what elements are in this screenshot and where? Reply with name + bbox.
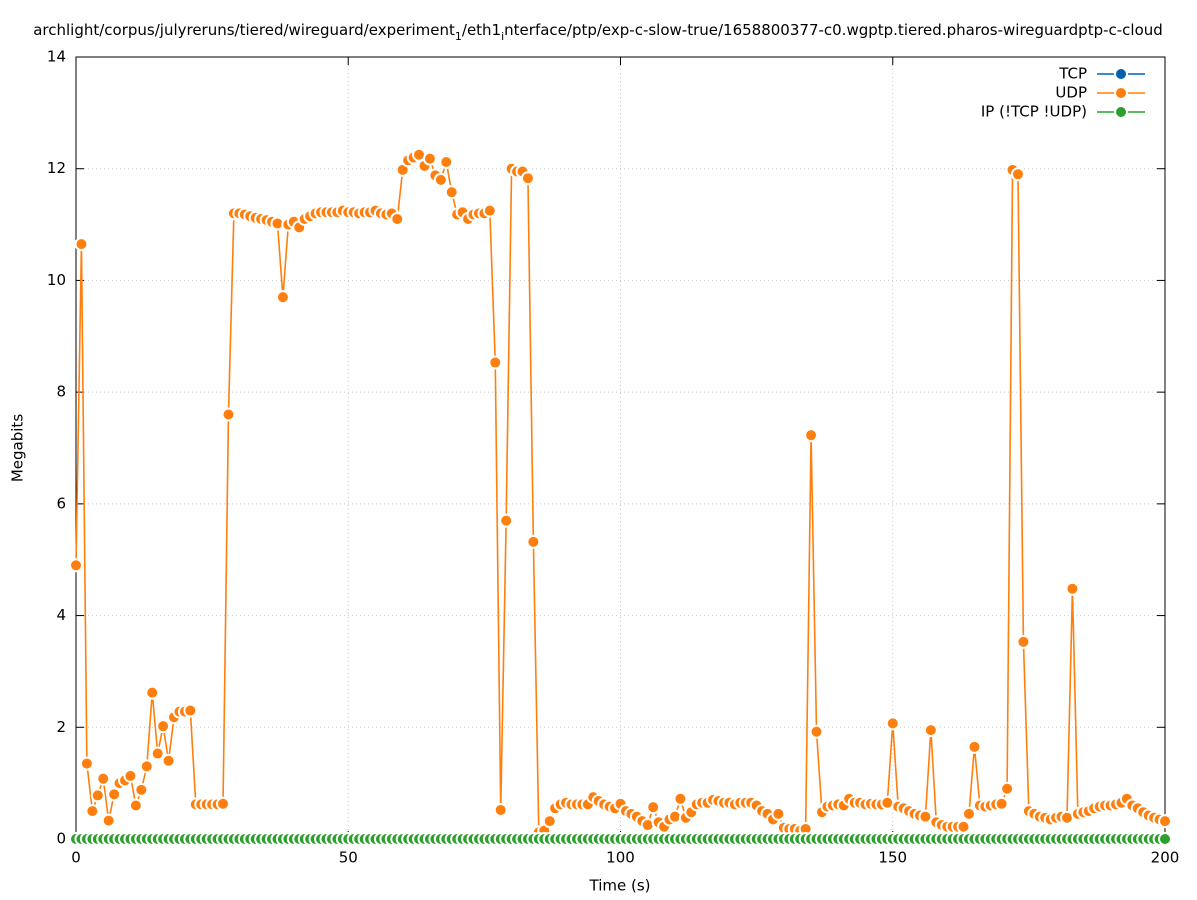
data-point: [79, 756, 94, 771]
data-point: [69, 558, 83, 573]
data-point: [885, 716, 900, 731]
data-point: [422, 151, 437, 166]
y-axis-label: Megabits: [9, 414, 27, 482]
data-point: [128, 798, 143, 813]
y-tick-label: 0: [56, 830, 66, 848]
data-point: [542, 814, 557, 829]
data-point: [275, 290, 290, 305]
data-point: [493, 802, 508, 817]
data-point: [139, 759, 154, 774]
data-point: [96, 771, 111, 786]
data-point: [1016, 634, 1031, 649]
data-point: [161, 753, 176, 768]
data-point: [499, 513, 514, 528]
data-point: [134, 782, 149, 797]
data-point: [956, 819, 971, 834]
legend-label: IP (!TCP !UDP): [981, 103, 1087, 121]
data-point: [1010, 167, 1025, 182]
data-point: [673, 791, 688, 806]
data-point: [1158, 814, 1172, 829]
data-point: [961, 806, 976, 821]
legend-marker: [1114, 86, 1128, 100]
data-point: [646, 800, 661, 815]
legend-marker: [1114, 67, 1128, 81]
y-tick-label: 14: [47, 48, 66, 66]
y-tick-label: 6: [56, 494, 66, 512]
legend-marker: [1114, 105, 1128, 119]
data-point: [123, 768, 138, 783]
data-point: [923, 723, 938, 738]
legend-label: TCP: [1058, 65, 1087, 83]
x-tick-label: 150: [878, 849, 907, 867]
y-tick-label: 10: [47, 271, 66, 289]
title-part: i: [501, 30, 504, 43]
title-part: archlight/corpus/julyreruns/tiered/wireg…: [33, 21, 455, 39]
data-point: [488, 355, 503, 370]
data-point: [439, 155, 454, 170]
data-point: [1000, 781, 1015, 796]
data-point: [183, 703, 198, 718]
data-point: [809, 724, 824, 739]
data-point: [771, 806, 786, 821]
data-point: [994, 796, 1009, 811]
data-point: [390, 211, 405, 226]
data-point: [482, 203, 497, 218]
data-point: [221, 407, 236, 422]
title-part: /eth1: [462, 21, 501, 39]
y-tick-label: 12: [47, 159, 66, 177]
x-tick-label: 200: [1151, 849, 1180, 867]
title-part: nterface/ptp/exp-c-slow-true/1658800377-…: [504, 21, 1163, 39]
y-tick-label: 8: [56, 383, 66, 401]
data-point: [74, 237, 89, 252]
data-point: [85, 804, 100, 819]
data-point: [804, 428, 819, 443]
data-point: [156, 719, 171, 734]
x-tick-label: 0: [71, 849, 81, 867]
data-point: [216, 796, 231, 811]
data-point: [150, 746, 165, 761]
x-axis-label: Time (s): [589, 877, 651, 895]
x-tick-label: 100: [606, 849, 635, 867]
legend-label: UDP: [1055, 84, 1087, 102]
data-point: [967, 739, 982, 754]
data-point: [145, 685, 160, 700]
y-tick-label: 2: [56, 718, 66, 736]
title-part: 1: [455, 30, 462, 43]
data-point: [101, 813, 116, 828]
data-point: [520, 171, 535, 186]
data-point: [90, 788, 105, 803]
chart-title: archlight/corpus/julyreruns/tiered/wireg…: [33, 21, 1163, 43]
data-point: [526, 534, 541, 549]
data-point: [1065, 581, 1080, 596]
data-point: [1158, 832, 1172, 846]
data-point: [444, 185, 459, 200]
data-point: [107, 787, 122, 802]
x-tick-label: 50: [339, 849, 358, 867]
data-point: [433, 172, 448, 187]
y-tick-label: 4: [56, 606, 66, 624]
data-point: [918, 809, 933, 824]
